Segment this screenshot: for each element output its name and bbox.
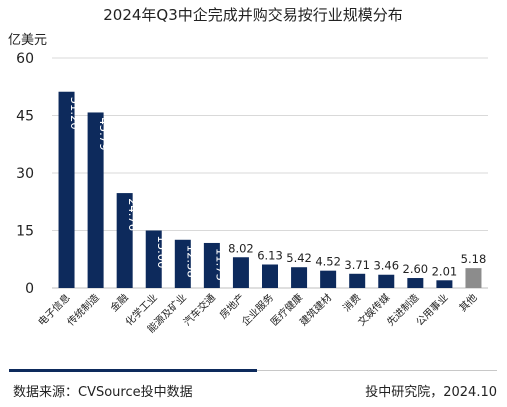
x-tick-label: 消费 <box>340 291 363 314</box>
bar <box>320 270 337 288</box>
x-tick-label: 建筑建材 <box>297 291 334 328</box>
x-tick-label: 公用事业 <box>413 291 450 328</box>
bar <box>407 278 424 288</box>
publisher-credit: 投中研究院，2024.10 <box>365 385 497 400</box>
y-tick-label: 0 <box>25 281 34 297</box>
bar <box>174 239 191 288</box>
data-label: 6.13 <box>257 249 283 263</box>
bar <box>262 264 278 288</box>
data-label: 45.79 <box>97 117 111 150</box>
x-tick-label: 金融 <box>107 291 130 314</box>
data-source-note: 数据来源：CVSource投中数据 <box>13 385 193 400</box>
data-label: 5.42 <box>286 251 312 265</box>
bar <box>465 268 482 288</box>
data-label: 15.00 <box>155 236 169 269</box>
data-label: 51.20 <box>68 97 82 130</box>
data-label: 8.02 <box>228 241 254 255</box>
data-label: 3.71 <box>344 258 370 272</box>
bar <box>291 267 308 288</box>
data-label: 11.75 <box>213 248 227 281</box>
y-axis-ticks: 0 15 30 45 60 <box>16 51 34 297</box>
data-label: 3.46 <box>373 259 399 273</box>
bar-chart: 2024年Q3中企完成并购交易按行业规模分布 亿美元 0 15 30 45 60 51.… <box>8 6 488 336</box>
bar <box>145 230 162 288</box>
bar <box>436 280 453 288</box>
bar <box>378 274 395 288</box>
x-tick-label: 传统制造 <box>64 291 101 328</box>
bars <box>58 91 482 288</box>
bar <box>87 112 104 288</box>
x-tick-label: 汽车交通 <box>181 291 218 328</box>
y-axis-unit-label: 亿美元 <box>8 33 47 48</box>
bar <box>232 257 249 288</box>
data-label: 12.58 <box>184 245 198 278</box>
footer-accent-bar <box>9 369 257 372</box>
y-tick-label: 30 <box>16 166 34 182</box>
y-tick-label: 60 <box>16 51 34 67</box>
x-tick-label: 其他 <box>456 291 479 314</box>
chart-title: 2024年Q3中企完成并购交易按行业规模分布 <box>103 6 403 24</box>
y-tick-label: 45 <box>16 109 34 125</box>
data-label: 2.60 <box>403 262 429 276</box>
bar <box>116 193 133 288</box>
data-label: 4.52 <box>315 255 341 269</box>
data-label: 2.01 <box>432 264 458 278</box>
bar <box>58 91 75 288</box>
x-tick-label: 房地产 <box>217 291 247 321</box>
bar <box>203 242 220 288</box>
bar <box>349 273 366 288</box>
footer-divider <box>257 370 497 371</box>
data-label: 5.18 <box>461 252 487 266</box>
data-label: 24.76 <box>126 198 140 231</box>
y-tick-label: 15 <box>16 224 34 240</box>
